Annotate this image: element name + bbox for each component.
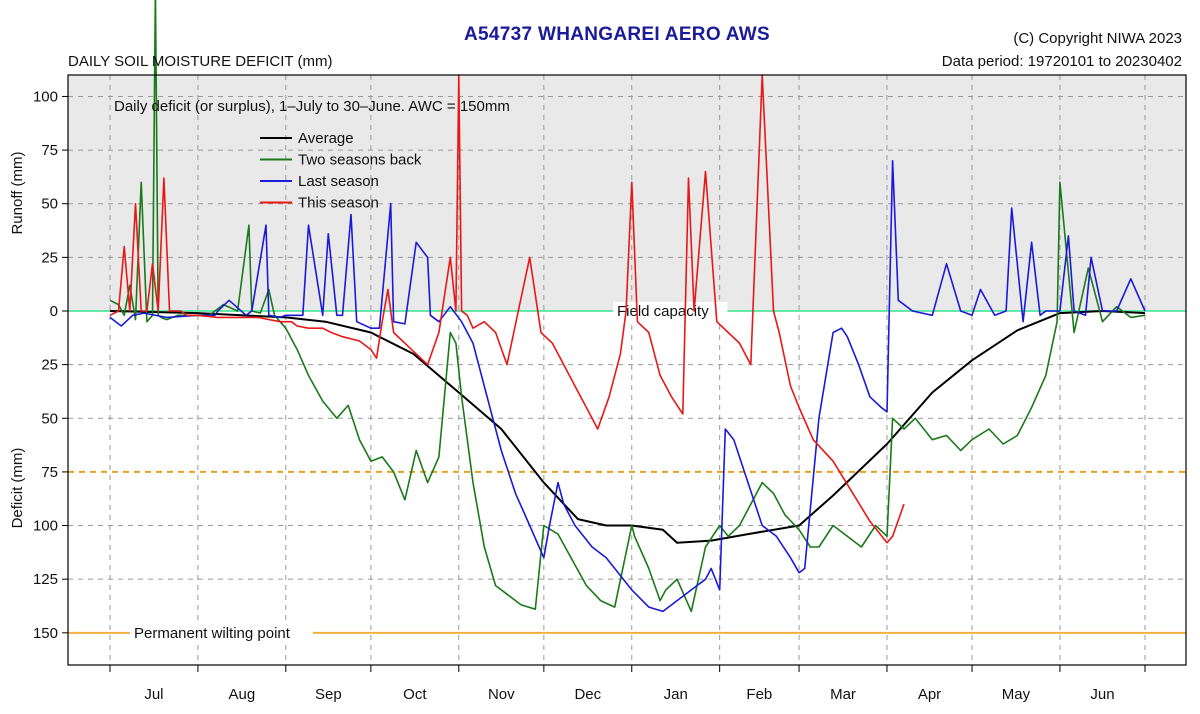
y-axis-label-deficit: Deficit (mm) [9, 448, 26, 529]
data-period-text: Data period: 19720101 to 20230402 [941, 53, 1182, 70]
series-line-3 [109, 74, 905, 544]
x-tick-label: Nov [488, 686, 515, 703]
series-lines [109, 0, 1146, 613]
chart-title: A54737 WHANGAREI AERO AWS [464, 24, 770, 45]
ref-label-field-capacity: Field capacity [617, 303, 709, 320]
series-line-0 [109, 310, 1146, 544]
x-tick-label: Jan [664, 686, 688, 703]
y-axis-label-runoff: Runoff (mm) [9, 151, 26, 234]
y-tick-label: 25 [41, 357, 58, 374]
chart-legend: Average Two seasons back Last season This s… [260, 130, 422, 212]
x-tick-label: Dec [574, 686, 601, 703]
y-tick-label: 50 [41, 196, 58, 213]
x-tick-label: May [1002, 686, 1031, 703]
x-tick-label: Mar [830, 686, 856, 703]
x-tick-label: Apr [918, 686, 941, 703]
ref-label-wilting-point: Permanent wilting point [134, 625, 291, 642]
x-tick-label: Jun [1090, 686, 1114, 703]
chart-annotation: Daily deficit (or surplus), 1–July to 30… [114, 98, 510, 115]
x-tick-label: Sep [315, 686, 342, 703]
series-line-2 [109, 160, 1146, 613]
copyright-text: (C) Copyright NIWA 2023 [1013, 30, 1182, 47]
chart-axes: 100 75 50 25 0 25 50 75 100 125 150 Jul Aug Sep Oct Nov… [9, 74, 1187, 703]
chart-grid [68, 75, 1186, 665]
plot-frame [67, 74, 1187, 666]
legend-label-1: Two seasons back [298, 152, 422, 169]
x-tick-label: Feb [746, 686, 772, 703]
chart-subtitle: DAILY SOIL MOISTURE DEFICIT (mm) [68, 53, 333, 70]
y-tick-label: 100 [33, 88, 58, 105]
y-tick-label: 100 [33, 518, 58, 535]
y-tick-label: 150 [33, 625, 58, 642]
legend-label-0: Average [298, 130, 354, 147]
legend-label-3: This season [298, 195, 379, 212]
y-tick-label: 0 [50, 303, 58, 320]
x-tick-label: Aug [229, 686, 256, 703]
y-tick-label: 25 [41, 249, 58, 266]
x-tick-label: Oct [403, 686, 427, 703]
ref-label-bg [613, 302, 728, 320]
runoff-band [68, 75, 1186, 311]
y-tick-label: 50 [41, 410, 58, 427]
y-tick-label: 75 [41, 142, 58, 159]
y-tick-label: 75 [41, 464, 58, 481]
y-tick-label: 125 [33, 571, 58, 588]
ref-label-bg [130, 623, 313, 642]
x-tick-label: Jul [144, 686, 163, 703]
legend-label-2: Last season [298, 173, 379, 190]
chart-background [68, 75, 1186, 665]
